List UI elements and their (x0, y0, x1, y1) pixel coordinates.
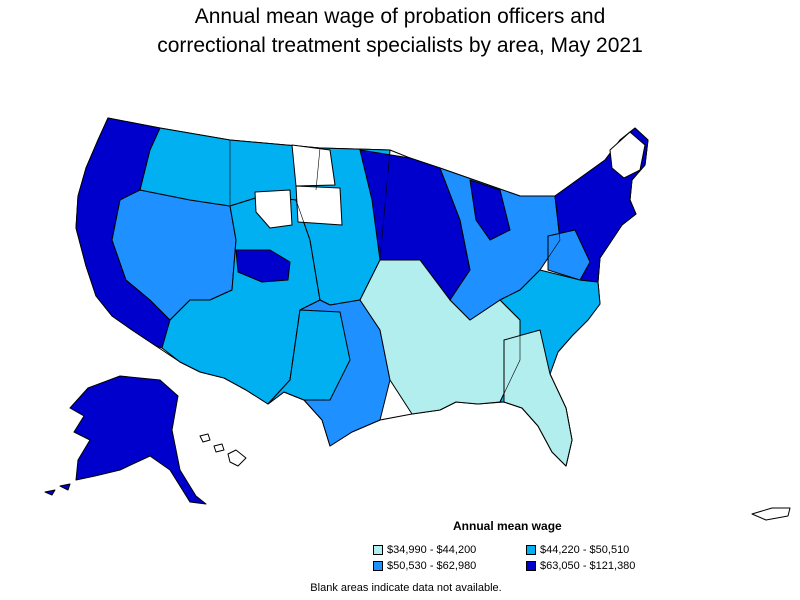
legend-label-3: $50,530 - $62,980 (387, 560, 477, 572)
data-availability-note: Blank areas indicate data not available. (310, 582, 502, 594)
nodata-dakota (295, 185, 343, 226)
legend-label-2: $44,220 - $50,510 (540, 544, 630, 556)
legend-label-1: $34,990 - $44,200 (387, 544, 477, 556)
map-title-line-1: Annual mean wage of probation officers a… (194, 5, 606, 28)
nodata-wyoming (254, 189, 293, 229)
legend-item-1: $34,990 - $44,200 (373, 544, 476, 556)
legend-swatch-1 (373, 545, 383, 555)
legend-title: Annual mean wage (453, 519, 562, 533)
alaska-island-2 (44, 489, 56, 496)
map-title-line-2: correctional treatment specialists by ar… (157, 34, 643, 57)
alaska-island-1 (59, 483, 71, 491)
legend-item-3: $50,530 - $62,980 (373, 560, 476, 572)
legend-label-4: $63,050 - $121,380 (540, 560, 636, 572)
region-colorado-front-range (235, 249, 291, 283)
region-michigan (469, 179, 511, 241)
legend-swatch-2 (526, 545, 536, 555)
legend-swatch-4 (526, 561, 536, 571)
map-title: Annual mean wage of probation officers a… (0, 2, 800, 60)
legend-item-2: $44,220 - $50,510 (526, 544, 629, 556)
region-hawaii (199, 433, 247, 467)
state-borders (111, 127, 561, 403)
nodata-montana-east (291, 144, 336, 187)
region-georgia-florida (503, 329, 573, 467)
region-maine (609, 131, 646, 179)
legend-swatch-3 (373, 561, 383, 571)
region-alaska (69, 375, 207, 505)
legend-item-4: $63,050 - $121,380 (526, 560, 635, 572)
region-west-texas (267, 309, 351, 405)
region-puerto-rico (751, 507, 791, 521)
